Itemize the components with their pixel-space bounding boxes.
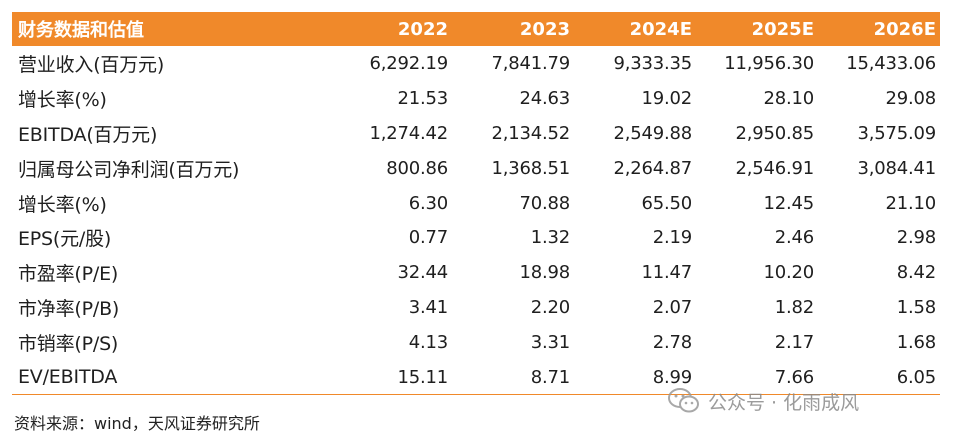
header-year-2025e: 2025E — [751, 18, 814, 40]
table-cell: 6,292.19 — [369, 52, 448, 74]
table-cell: 11,956.30 — [724, 52, 814, 74]
header-year-2024e: 2024E — [629, 18, 692, 40]
table-cell: 2.46 — [774, 227, 814, 249]
table-cell: 24.63 — [519, 87, 570, 109]
table-row: 市销率(P/S) 4.13 3.31 2.78 2.17 1.68 — [12, 325, 940, 360]
table-cell: 8.71 — [452, 360, 574, 396]
table-cell: 21.10 — [885, 192, 936, 214]
table-cell: 2,264.87 — [613, 157, 692, 179]
table-body: 营业收入(百万元) 6,292.19 7,841.79 9,333.35 11,956.… — [12, 46, 940, 396]
table-cell: 1,274.42 — [369, 122, 448, 144]
row-label: 增长率(%) — [18, 193, 107, 216]
table-row: 市净率(P/B) 3.41 2.20 2.07 1.82 1.58 — [12, 290, 940, 325]
table-cell: 2.20 — [530, 297, 570, 319]
row-label: EV/EBITDA — [12, 360, 330, 396]
table-cell: 2.07 — [652, 297, 692, 319]
table-cell: 8.42 — [896, 262, 936, 284]
table-cell: 2.17 — [774, 332, 814, 354]
table-cell: 4.13 — [408, 332, 448, 354]
table-cell: 1.82 — [774, 297, 814, 319]
table-cell: 2,546.91 — [735, 157, 814, 179]
table-cell: 65.50 — [641, 192, 692, 214]
header-year-2023: 2023 — [519, 18, 570, 40]
table-cell: 32.44 — [397, 262, 448, 284]
table-cell: 2.19 — [652, 227, 692, 249]
table-cell: 9,333.35 — [613, 52, 692, 74]
header-year-2026e: 2026E — [873, 18, 936, 40]
row-label: EPS(元/股) — [18, 228, 112, 251]
table-cell: 3,084.41 — [857, 157, 936, 179]
table-cell: 10.20 — [763, 262, 814, 284]
table-cell: 18.98 — [519, 262, 570, 284]
table-cell: 1.58 — [896, 297, 936, 319]
table-cell: 3.31 — [530, 332, 570, 354]
table-cell: 2.98 — [896, 227, 936, 249]
source-note: 资料来源：wind，天风证券研究所 — [14, 414, 260, 433]
row-label: 市销率(P/S) — [18, 333, 119, 356]
table-cell: 21.53 — [397, 87, 448, 109]
table-cell: 11.47 — [641, 262, 692, 284]
table-cell: 2,549.88 — [613, 122, 692, 144]
table-row: EBITDA(百万元) 1,274.42 2,134.52 2,549.88 2,950… — [12, 116, 940, 151]
table-cell: 800.86 — [386, 157, 448, 179]
table-row: 增长率(%) 21.53 24.63 19.02 28.10 29.08 — [12, 81, 940, 116]
table-cell: 19.02 — [641, 87, 692, 109]
table-cell: 3.41 — [408, 297, 448, 319]
table-row: 归属母公司净利润(百万元) 800.86 1,368.51 2,264.87 2,546… — [12, 151, 940, 186]
header-label: 财务数据和估值 — [18, 20, 144, 41]
table-cell: 7,841.79 — [491, 52, 570, 74]
table-row: EPS(元/股) 0.77 1.32 2.19 2.46 2.98 — [12, 220, 940, 255]
table-cell: 7.66 — [696, 360, 818, 396]
table-cell: 0.77 — [408, 227, 448, 249]
wechat-icon — [668, 386, 700, 416]
table-cell: 3,575.09 — [857, 122, 936, 144]
watermark-text: 公众号 · 化雨成风 — [708, 391, 860, 414]
row-label: 增长率(%) — [18, 88, 107, 111]
header-year-2022: 2022 — [397, 18, 448, 40]
table-cell: 1,368.51 — [491, 157, 570, 179]
table-cell: 2,950.85 — [735, 122, 814, 144]
table-cell: 12.45 — [763, 192, 814, 214]
table-header-row: 财务数据和估值 2022 2023 2024E 2025E 2026E — [12, 12, 940, 46]
row-label: 归属母公司净利润(百万元) — [18, 158, 240, 181]
row-label: 市净率(P/B) — [18, 298, 120, 321]
financial-data-table: 财务数据和估值 2022 2023 2024E 2025E 2026E 营业收入… — [12, 12, 940, 396]
row-label: 营业收入(百万元) — [18, 53, 165, 76]
table-cell: 70.88 — [519, 192, 570, 214]
table-row: 增长率(%) 6.30 70.88 65.50 12.45 21.10 — [12, 186, 940, 221]
table-cell: 2.78 — [652, 332, 692, 354]
table-cell: 1.68 — [896, 332, 936, 354]
table-row: EV/EBITDA 15.11 8.71 8.99 7.66 6.05 — [12, 360, 940, 396]
watermark: 公众号 · 化雨成风 — [668, 386, 859, 416]
financial-table-container: 财务数据和估值 2022 2023 2024E 2025E 2026E 营业收入… — [12, 12, 940, 396]
row-label: 市盈率(P/E) — [18, 263, 119, 286]
table-row: 营业收入(百万元) 6,292.19 7,841.79 9,333.35 11,956.… — [12, 46, 940, 81]
table-row: 市盈率(P/E) 32.44 18.98 11.47 10.20 8.42 — [12, 255, 940, 290]
table-cell: 2,134.52 — [491, 122, 570, 144]
table-cell: 28.10 — [763, 87, 814, 109]
table-cell: 15,433.06 — [846, 52, 936, 74]
table-cell: 1.32 — [530, 227, 570, 249]
table-cell: 29.08 — [885, 87, 936, 109]
table-cell: 6.30 — [408, 192, 448, 214]
table-cell: 6.05 — [818, 360, 940, 396]
row-label: EBITDA(百万元) — [18, 123, 158, 146]
table-cell: 15.11 — [330, 360, 452, 396]
